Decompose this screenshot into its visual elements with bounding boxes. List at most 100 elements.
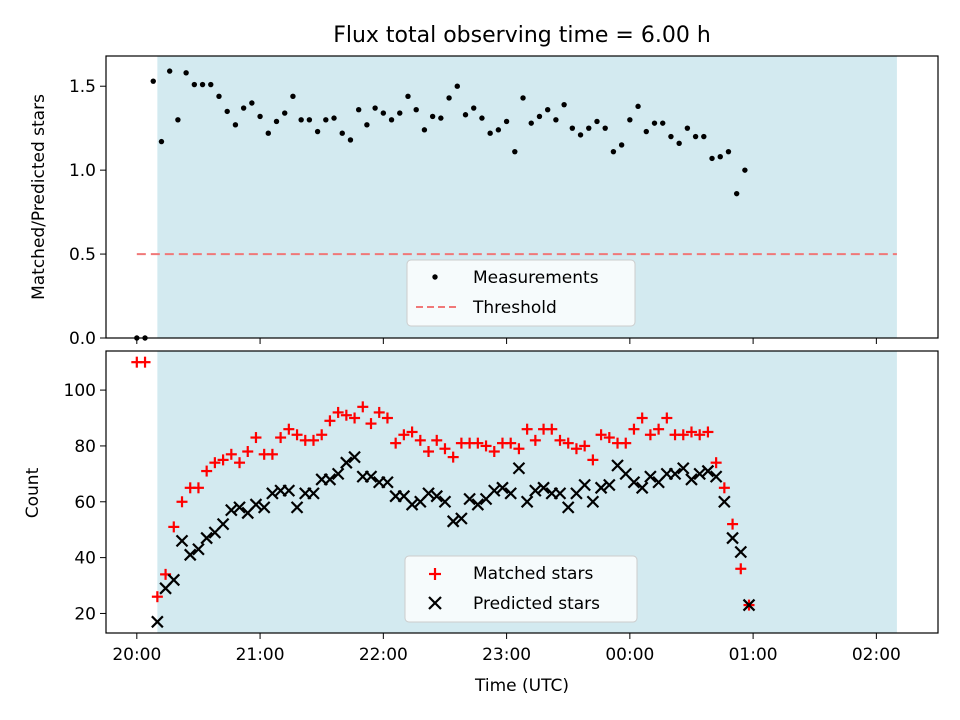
matched-star-point bbox=[694, 429, 706, 441]
matched-star-point bbox=[702, 426, 714, 438]
measurement-point bbox=[421, 127, 428, 133]
measurement-point bbox=[282, 110, 288, 116]
measurement-point bbox=[191, 81, 198, 88]
matched-star-point bbox=[242, 446, 254, 458]
measurement-point bbox=[635, 103, 641, 110]
predicted-star-point bbox=[487, 484, 501, 497]
measurement-point bbox=[388, 117, 395, 123]
predicted-star-point bbox=[430, 489, 444, 503]
matched-star-point bbox=[513, 443, 525, 455]
matched-star-point bbox=[472, 437, 484, 449]
measurement-point bbox=[553, 117, 559, 123]
measurement-point bbox=[586, 125, 592, 131]
measurement-point bbox=[487, 130, 493, 136]
count-x-tick-label: 20:00 bbox=[112, 645, 161, 665]
predicted-star-point bbox=[496, 481, 509, 495]
measurement-point bbox=[701, 133, 707, 140]
predicted-star-point bbox=[422, 487, 435, 500]
measurement-point bbox=[660, 120, 666, 126]
matched-star-point bbox=[414, 434, 426, 446]
count-x-tick-label: 23:00 bbox=[482, 645, 531, 665]
measurement-point bbox=[380, 110, 387, 116]
measurement-point bbox=[602, 125, 608, 131]
predicted-star-point bbox=[455, 512, 468, 525]
measurement-point bbox=[257, 113, 263, 120]
predicted-star-point bbox=[734, 545, 748, 559]
legend-predicted-marker bbox=[428, 596, 442, 610]
measurement-point bbox=[610, 148, 617, 155]
predicted-star-point bbox=[529, 484, 542, 497]
predicted-star-point bbox=[676, 461, 690, 475]
count-y-tick-label: 100 bbox=[64, 381, 96, 401]
matched-star-point bbox=[431, 434, 443, 446]
count-x-tick-label: 02:00 bbox=[852, 645, 901, 665]
ratio-y-ticks: 0.0 0.5 1.0 1.5 bbox=[69, 77, 106, 349]
matched-star-point bbox=[562, 437, 574, 449]
matched-star-point bbox=[192, 482, 204, 494]
predicted-star-point bbox=[323, 473, 337, 486]
measurement-point bbox=[569, 125, 576, 131]
matched-star-point bbox=[505, 437, 517, 449]
measurement-point bbox=[717, 154, 723, 160]
measurement-point bbox=[224, 108, 230, 115]
matched-star-point bbox=[217, 454, 229, 466]
matched-star-point bbox=[373, 406, 385, 418]
predicted-star-point bbox=[249, 498, 263, 511]
measurement-point bbox=[273, 118, 280, 125]
count-x-tick-label: 00:00 bbox=[605, 645, 654, 665]
matched-star-point bbox=[439, 443, 451, 455]
predicted-star-point bbox=[225, 503, 238, 517]
matched-star-point bbox=[390, 437, 402, 449]
predicted-star-point bbox=[233, 501, 246, 514]
matched-star-point bbox=[636, 412, 648, 424]
count-legend-box bbox=[404, 555, 638, 623]
measurement-point bbox=[594, 118, 600, 125]
measurement-point bbox=[372, 105, 378, 111]
predicted-star-point bbox=[192, 542, 205, 556]
matched-star-point bbox=[546, 423, 558, 435]
matched-star-point bbox=[677, 429, 689, 441]
measurement-point bbox=[512, 148, 518, 155]
predicted-star-point bbox=[331, 467, 345, 481]
measurement-point bbox=[438, 115, 444, 121]
measurement-point bbox=[627, 117, 633, 123]
predicted-star-point bbox=[726, 531, 739, 545]
ratio-axes-frame bbox=[105, 55, 939, 339]
predicted-star-point bbox=[561, 501, 575, 514]
predicted-star-point bbox=[167, 573, 181, 587]
ratio-y-tick-label: 0.5 bbox=[69, 245, 96, 265]
measurement-point bbox=[479, 115, 485, 121]
predicted-star-point bbox=[504, 487, 517, 500]
matched-star-point bbox=[234, 457, 246, 469]
count-y-axis-label: Count bbox=[23, 467, 43, 518]
predicted-stars-points bbox=[151, 450, 756, 629]
measurement-point bbox=[166, 68, 173, 74]
measurement-point bbox=[733, 190, 740, 197]
measurement-point bbox=[331, 115, 337, 121]
count-x-tick-label: 22:00 bbox=[359, 645, 408, 665]
measurement-point bbox=[536, 113, 543, 120]
matched-star-point bbox=[620, 437, 632, 449]
measurement-point bbox=[692, 133, 699, 140]
count-x-ticks: 20:00 21:00 22:00 23:00 00:00 01:00 02:00 bbox=[112, 633, 901, 665]
measurement-point bbox=[429, 113, 436, 120]
count-x-tick-label: 21:00 bbox=[236, 645, 285, 665]
predicted-star-point bbox=[635, 481, 649, 495]
predicted-star-point bbox=[685, 473, 698, 486]
predicted-star-point bbox=[200, 531, 213, 545]
x-axis-label: Time (UTC) bbox=[474, 676, 569, 696]
legend-matched-marker bbox=[429, 568, 441, 580]
measurement-point bbox=[742, 167, 748, 173]
measurement-point bbox=[471, 105, 477, 111]
measurement-point bbox=[208, 81, 214, 88]
measurement-point bbox=[306, 117, 313, 123]
measurement-points bbox=[134, 68, 748, 341]
measurement-point bbox=[503, 118, 510, 125]
count-y-ticks: 20 40 60 80 100 bbox=[64, 381, 106, 624]
matched-star-point bbox=[488, 446, 500, 458]
measurement-point bbox=[339, 130, 345, 136]
measurement-point bbox=[462, 112, 469, 118]
measurement-point bbox=[676, 140, 682, 146]
predicted-star-point bbox=[340, 456, 353, 469]
